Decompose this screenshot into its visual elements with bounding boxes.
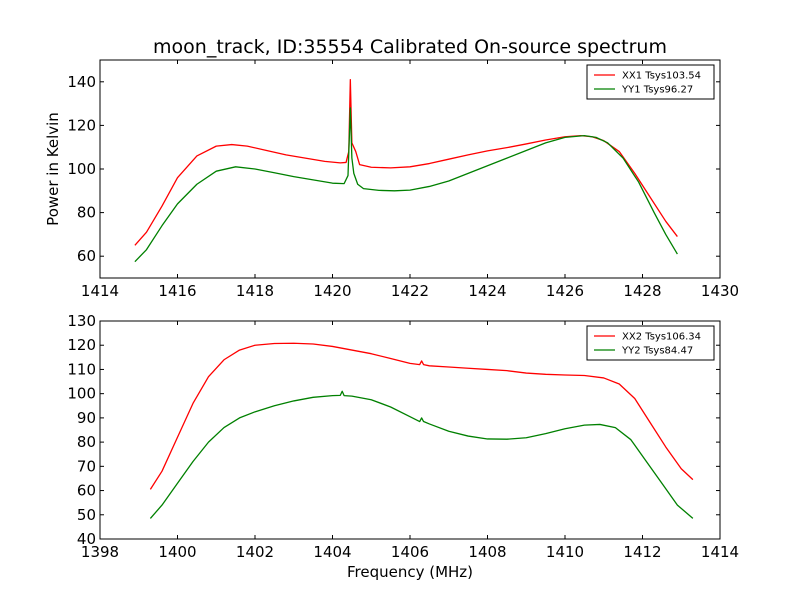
y-tick-label: 120 bbox=[67, 336, 96, 354]
x-tick-label: 1422 bbox=[391, 282, 429, 300]
y-tick-label: 60 bbox=[77, 247, 96, 265]
series-line-1-2 bbox=[134, 107, 678, 263]
x-tick-label: 1420 bbox=[313, 282, 351, 300]
x-tick-label: 1406 bbox=[391, 543, 429, 561]
y-tick-label: 60 bbox=[77, 482, 96, 500]
legend: XX2 Tsys106.34 YY2 Tsys84.47 bbox=[586, 325, 715, 361]
x-tick-label: 1416 bbox=[158, 282, 196, 300]
x-tick-label: 1428 bbox=[623, 282, 661, 300]
x-tick-label: 1402 bbox=[236, 543, 274, 561]
x-tick-label: 1408 bbox=[468, 543, 506, 561]
y-tick-label: 90 bbox=[77, 409, 96, 427]
y-tick-label: 100 bbox=[67, 160, 96, 178]
y-tick-label: 110 bbox=[67, 360, 96, 378]
x-tick-label: 1424 bbox=[468, 282, 506, 300]
y-tick-label: 40 bbox=[77, 530, 96, 548]
x-tick-label: 1414 bbox=[81, 282, 119, 300]
legend-entry: YY2 Tsys84.47 bbox=[621, 346, 693, 357]
legend-frame bbox=[586, 64, 715, 100]
subplot-2: 1398 1400 1402 1404 1406 1408 1410 1412 1414 40 50… bbox=[67, 312, 739, 581]
y-tick-label: 120 bbox=[67, 116, 96, 134]
x-axis-label: Frequency (MHz) bbox=[347, 563, 473, 581]
x-tick-label: 1404 bbox=[313, 543, 351, 561]
y-tick-label: 50 bbox=[77, 506, 96, 524]
legend-entry: YY1 Tsys96.27 bbox=[621, 85, 693, 96]
x-tick-label: 1414 bbox=[701, 543, 739, 561]
x-tick-label: 1398 bbox=[81, 543, 119, 561]
y-axis-label: Power in Kelvin bbox=[44, 112, 62, 226]
y-tick-label: 140 bbox=[67, 73, 96, 91]
y-tick-label: 80 bbox=[77, 433, 96, 451]
y-tick-label: 130 bbox=[67, 312, 96, 330]
subplot-1: 1414 1416 1418 1420 1422 1424 1426 1428 1430 60 80… bbox=[44, 59, 739, 300]
y-tick-label: 70 bbox=[77, 457, 96, 475]
x-tick-label: 1400 bbox=[158, 543, 196, 561]
legend: XX1 Tsys103.54 YY1 Tsys96.27 bbox=[586, 64, 715, 100]
legend-entry: XX1 Tsys103.54 bbox=[622, 71, 701, 82]
x-tick-label: 1412 bbox=[623, 543, 661, 561]
y-tick-label: 80 bbox=[77, 204, 96, 222]
y-tick-label: 100 bbox=[67, 385, 96, 403]
x-tick-label: 1410 bbox=[546, 543, 584, 561]
x-tick-label: 1418 bbox=[236, 282, 274, 300]
chart-title: moon_track, ID:35554 Calibrated On-sourc… bbox=[153, 36, 667, 58]
legend-frame bbox=[586, 325, 715, 361]
x-tick-label: 1430 bbox=[701, 282, 739, 300]
legend-entry: XX2 Tsys106.34 bbox=[622, 332, 701, 343]
series-line-2-2 bbox=[149, 390, 694, 519]
x-tick-label: 1426 bbox=[546, 282, 584, 300]
series-line-2-1 bbox=[149, 342, 694, 490]
